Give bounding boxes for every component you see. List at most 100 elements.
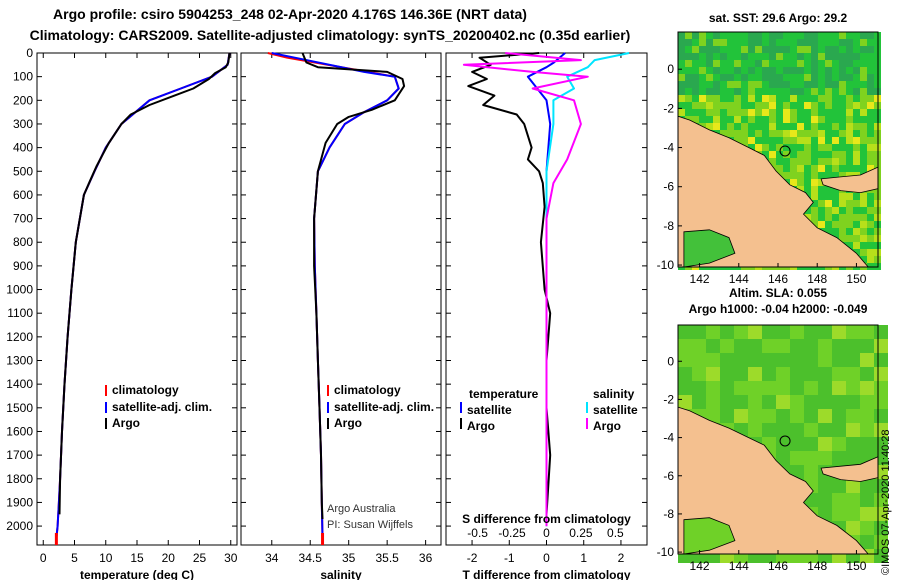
x-tick-label: 2 [618,551,625,565]
y-tick-label: 1500 [6,401,33,415]
legend-entry: satellite [467,403,512,417]
map-x-tick-label: 142 [690,559,710,573]
legend-entry: satellite [593,403,638,417]
x-tick-label: -2 [467,551,478,565]
y-tick-label: 1200 [6,330,33,344]
profile-location-marker [779,435,791,447]
x-tick-label: 5 [71,551,78,565]
y-tick-label: 700 [13,212,33,226]
legend-entry: Argo [112,416,140,430]
x-tick-label: 35 [342,551,356,565]
series-line-s-argo [462,52,589,527]
map-y-tick-label: -6 [663,180,674,194]
profile-location-marker [779,145,791,157]
x-tick-label: 25 [193,551,207,565]
map-sst-map [677,31,881,270]
legend-entry: satellite-adj. clim. [334,400,434,414]
x-tick-label: 20 [162,551,176,565]
map-title: sat. SST: 29.6 Argo: 29.2 [709,11,848,25]
s-axis-label: S difference from climatology [462,512,631,526]
x-axis-label: temperature (deg C) [80,568,194,580]
s-tick-label: 0.25 [569,526,593,540]
legend-heading: temperature [469,387,539,401]
x-tick-label: 30 [224,551,238,565]
chart-title-profile: Argo profile: csiro 5904253_248 02-Apr-2… [53,6,527,22]
map-y-tick-label: -10 [657,545,675,559]
map-y-tick-label: -8 [663,219,674,233]
y-tick-label: 1300 [6,354,33,368]
map-y-tick-label: 0 [667,62,674,76]
y-tick-label: 1700 [6,448,33,462]
map-title: Altim. SLA: 0.055 [729,286,827,300]
y-tick-label: 100 [13,70,33,84]
map-x-tick-label: 150 [846,272,866,286]
x-tick-label: 35.5 [375,551,399,565]
y-tick-label: 1800 [6,472,33,486]
annotation-text: PI: Susan Wijffels [327,519,413,531]
s-tick-label: -0.5 [467,526,488,540]
series-line-s-satellite [545,52,630,527]
legend-entry: satellite-adj. clim. [112,400,212,414]
map-y-tick-label: -10 [657,258,675,272]
x-tick-label: 1 [580,551,587,565]
series-line-climatology [267,52,400,538]
series-line-climatology [55,52,231,539]
series-line-t-argo [467,52,552,515]
map-x-tick-label: 146 [768,559,788,573]
x-axis-label: salinity [320,568,362,580]
legend-entry: climatology [334,383,401,397]
x-tick-label: 36 [419,551,433,565]
map-x-tick-label: 144 [729,559,749,573]
y-tick-label: 600 [13,188,33,202]
legend-entry: climatology [112,383,179,397]
s-tick-label: 0 [543,526,550,540]
y-tick-label: 1900 [6,495,33,509]
y-tick-label: 1100 [7,306,33,320]
map-x-tick-label: 142 [690,272,710,286]
series-line-satellite-adj-clim- [55,52,231,539]
y-tick-label: 1000 [6,283,33,297]
map-y-tick-label: -2 [663,392,674,406]
x-tick-label: 34.5 [299,551,323,565]
map-y-tick-label: -8 [663,507,674,521]
map-x-tick-label: 146 [768,272,788,286]
map-y-tick-label: -4 [663,431,674,445]
x-tick-label: 0 [40,551,47,565]
y-tick-label: 2000 [6,519,33,533]
y-tick-label: 0 [26,46,33,60]
y-tick-label: 300 [13,117,33,131]
map-y-tick-label: -2 [663,101,674,115]
x-tick-label: -1 [504,551,515,565]
y-tick-label: 1400 [6,377,33,391]
map-x-tick-label: 144 [729,272,749,286]
legend-entry: Argo [593,419,621,433]
y-tick-label: 400 [13,141,33,155]
map-x-tick-label: 148 [807,272,827,286]
plot-frame-temperature-profile [36,52,238,546]
x-axis-label: T difference from climatology [462,568,630,580]
imos-timestamp: ©IMOS 07-Apr-2020 11:40:28 [880,429,892,575]
map-subtitle: Argo h1000: -0.04 h2000: -0.049 [689,302,868,316]
landmass [677,115,870,268]
y-tick-label: 1600 [6,424,33,438]
map-y-tick-label: -6 [663,469,674,483]
s-tick-label: 0.5 [607,526,624,540]
x-tick-label: 0 [543,551,550,565]
map-y-tick-label: 0 [667,354,674,368]
y-tick-label: 500 [13,164,33,178]
map-x-tick-label: 150 [846,559,866,573]
annotation-text: Argo Australia [327,503,396,515]
legend-heading: salinity [593,387,635,401]
y-tick-label: 200 [13,93,33,107]
s-tick-label: -0.25 [498,526,526,540]
map-x-tick-label: 148 [807,559,827,573]
series-line-argo [301,52,406,520]
legend-entry: Argo [467,419,495,433]
x-tick-label: 15 [130,551,144,565]
chart-title-climatology: Climatology: CARS2009. Satellite-adjuste… [29,27,631,43]
plot-frame-salinity-profile [240,52,442,546]
series-line-argo [58,52,231,515]
map-sla-map [677,324,888,563]
y-tick-label: 800 [13,235,33,249]
